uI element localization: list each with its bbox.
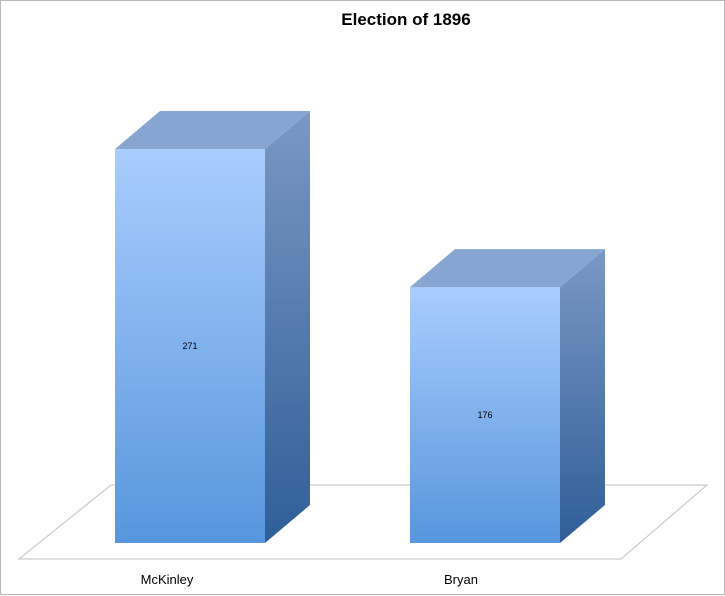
- category-label-bryan: Bryan: [444, 572, 478, 587]
- bar-front-mckinley: [115, 148, 265, 543]
- data-label-mckinley: 271: [182, 341, 197, 351]
- data-label-bryan: 176: [477, 410, 492, 420]
- chart-title: Election of 1896: [341, 10, 471, 29]
- bars-group: 271 176: [115, 110, 605, 543]
- bar-side-bryan: [560, 249, 605, 543]
- category-label-mckinley: McKinley: [141, 572, 194, 587]
- bar-front-bryan: [410, 287, 560, 543]
- bar-top-bryan: [410, 249, 605, 288]
- bar-top-mckinley: [115, 110, 310, 149]
- bar-side-mckinley: [265, 110, 310, 543]
- category-labels: McKinley Bryan: [141, 572, 478, 587]
